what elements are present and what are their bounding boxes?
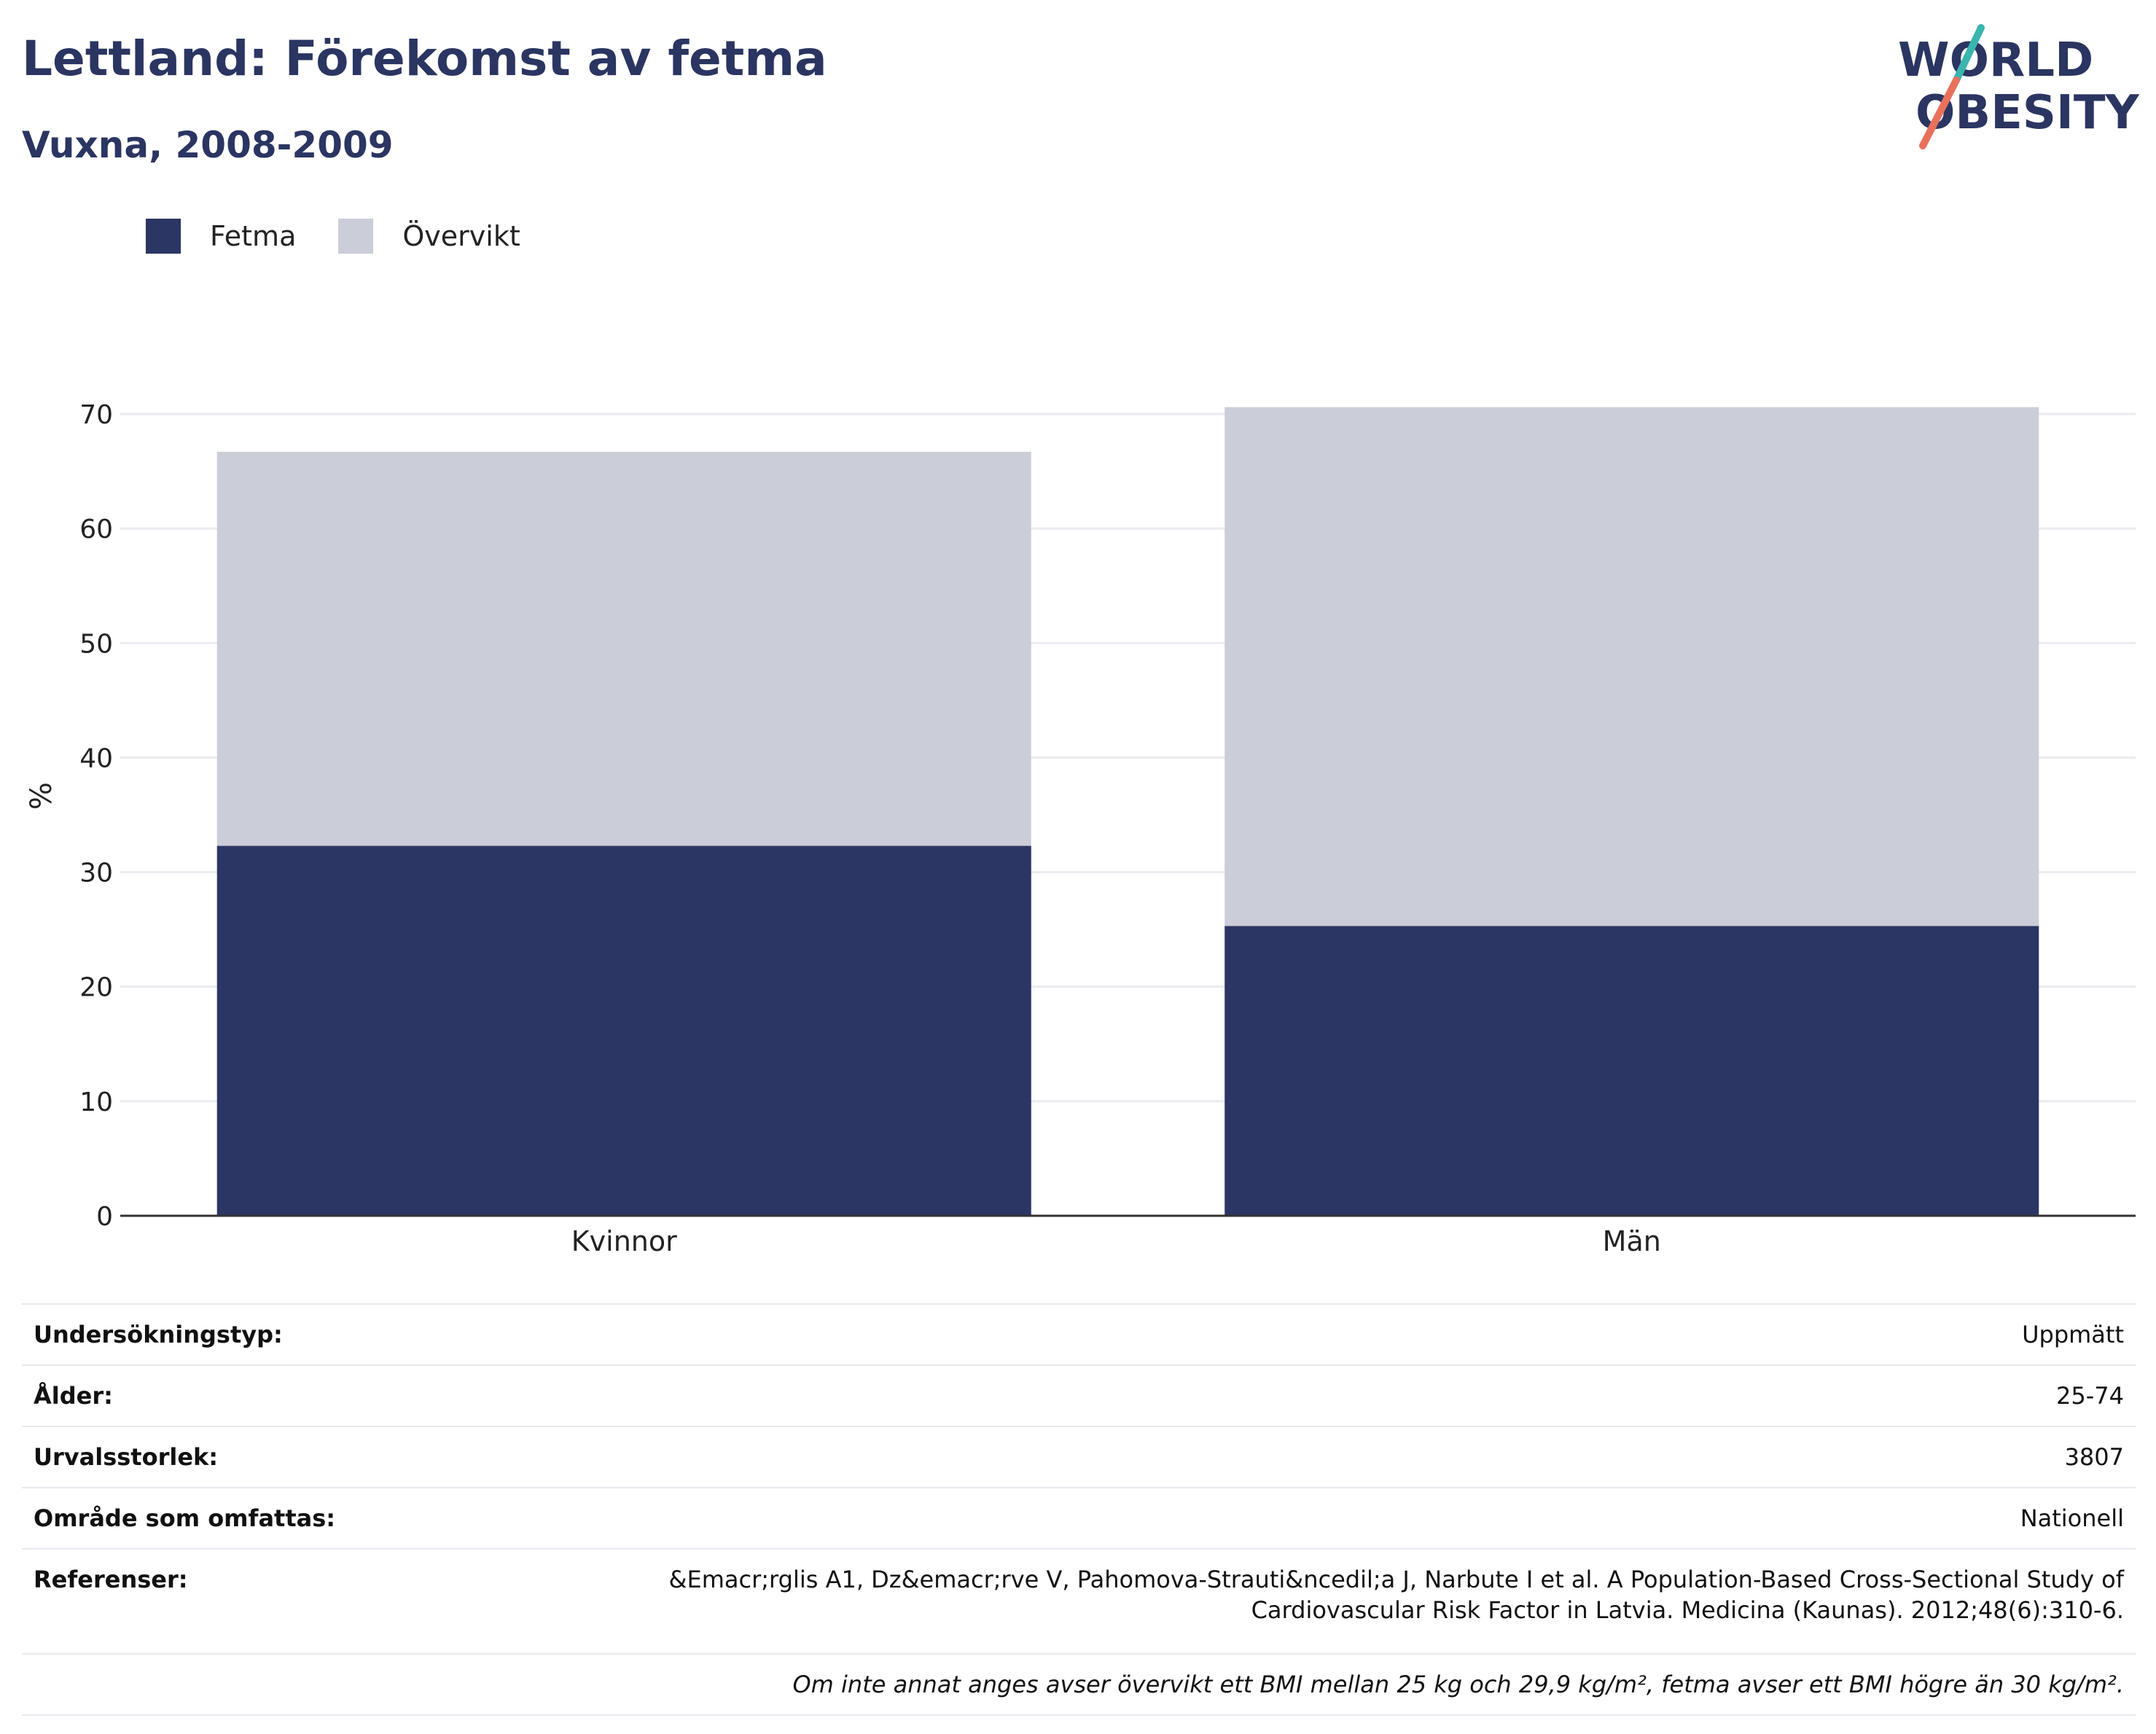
y-tick-label: 10 bbox=[79, 1087, 113, 1117]
y-tick-label: 70 bbox=[79, 400, 113, 430]
y-axis-title: % bbox=[25, 782, 58, 810]
legend-swatch bbox=[146, 219, 181, 254]
logo-slash-top bbox=[1953, 24, 1985, 84]
bar-män-fetma bbox=[1225, 926, 2039, 1216]
x-category-label: Män bbox=[1603, 1225, 1661, 1257]
bars bbox=[216, 407, 2039, 1216]
info-key: Referenser: bbox=[22, 1548, 483, 1654]
info-value: Uppmätt bbox=[483, 1303, 2136, 1365]
info-key: Urvalsstorlek: bbox=[22, 1426, 483, 1488]
y-tick-label: 60 bbox=[79, 515, 113, 544]
logo-line1: WORLD bbox=[1898, 34, 2093, 87]
info-value: 3807 bbox=[483, 1426, 2136, 1488]
info-row-references: Referenser: &Emacr;rglis A1, Dz&emacr;rve… bbox=[22, 1548, 2136, 1654]
legend-swatch bbox=[338, 219, 374, 254]
legend-label: Övervikt bbox=[402, 220, 520, 252]
y-tick-label: 50 bbox=[79, 629, 113, 659]
info-row: Undersökningstyp: Uppmätt bbox=[22, 1303, 2136, 1365]
legend-item-1: Övervikt bbox=[338, 219, 520, 254]
x-category-label: Kvinnor bbox=[571, 1225, 677, 1257]
info-value: Nationell bbox=[483, 1487, 2136, 1549]
definition-note: Om inte annat anges avser övervikt ett B… bbox=[22, 1653, 2136, 1716]
reference-line-2: Cardiovascular Risk Factor in Latvia. Me… bbox=[1251, 1596, 2124, 1624]
reference-line-1: &Emacr;rglis A1, Dz&emacr;rve V, Pahomov… bbox=[668, 1566, 2124, 1593]
bar-män-övervikt bbox=[1225, 407, 2039, 926]
chart-subtitle: Vuxna, 2008-2009 bbox=[22, 124, 394, 166]
info-value: 25-74 bbox=[483, 1364, 2136, 1426]
chart-legend: Fetma Övervikt bbox=[146, 216, 563, 257]
stacked-bar-chart: 0 10 20 30 40 50 60 70 Kvinnor Män % bbox=[25, 400, 2136, 1257]
legend-item-0: Fetma bbox=[146, 219, 296, 254]
references-value: &Emacr;rglis A1, Dz&emacr;rve V, Pahomov… bbox=[483, 1548, 2136, 1654]
info-row: Område som omfattas: Nationell bbox=[22, 1487, 2136, 1549]
info-key: Område som omfattas: bbox=[22, 1487, 483, 1549]
info-row-note: Om inte annat anges avser övervikt ett B… bbox=[22, 1653, 2136, 1716]
survey-info-table: Undersökningstyp: Uppmätt Ålder: 25-74 Urval… bbox=[22, 1303, 2136, 1716]
world-obesity-logo: WORLD OBESITY bbox=[1898, 24, 2139, 149]
info-row: Urvalsstorlek: 3807 bbox=[22, 1426, 2136, 1488]
axes: 0 10 20 30 40 50 60 70 Kvinnor Män bbox=[79, 400, 2136, 1257]
bar-kvinnor-övervikt bbox=[216, 451, 1031, 846]
y-tick-label: 30 bbox=[79, 859, 113, 889]
logo-slash-bottom bbox=[1919, 77, 1960, 149]
y-tick-label: 20 bbox=[79, 973, 113, 1003]
info-row: Ålder: 25-74 bbox=[22, 1364, 2136, 1426]
info-key: Ålder: bbox=[22, 1364, 483, 1426]
info-key: Undersökningstyp: bbox=[22, 1303, 483, 1365]
logo-line2: OBESITY bbox=[1915, 86, 2139, 140]
legend-label: Fetma bbox=[210, 220, 297, 252]
y-tick-label: 40 bbox=[79, 743, 113, 773]
chart-title: Lettland: Förekomst av fetma bbox=[22, 31, 827, 87]
bar-kvinnor-fetma bbox=[216, 845, 1031, 1216]
y-tick-label: 0 bbox=[96, 1202, 113, 1232]
